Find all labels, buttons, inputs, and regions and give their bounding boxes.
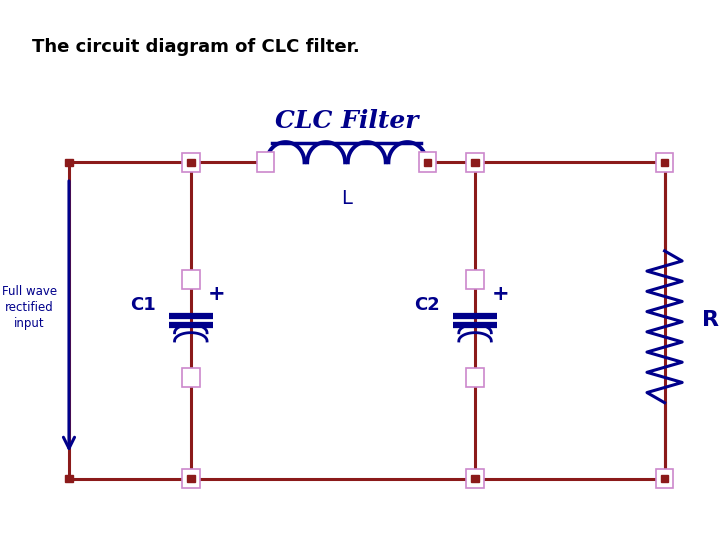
Bar bbox=[467, 469, 484, 488]
Bar bbox=[472, 159, 479, 166]
Bar bbox=[182, 153, 199, 172]
Bar bbox=[424, 159, 431, 166]
Text: The circuit diagram of CLC filter.: The circuit diagram of CLC filter. bbox=[32, 38, 360, 56]
Bar bbox=[66, 475, 73, 482]
Bar bbox=[472, 475, 479, 482]
Text: C1: C1 bbox=[130, 295, 156, 314]
Bar bbox=[467, 368, 484, 387]
Bar bbox=[661, 159, 668, 166]
Bar bbox=[187, 475, 194, 482]
Bar bbox=[661, 475, 668, 482]
Bar bbox=[182, 270, 199, 289]
Bar bbox=[66, 159, 73, 166]
Bar bbox=[656, 469, 673, 488]
Text: CLC Filter: CLC Filter bbox=[275, 109, 418, 133]
Bar bbox=[257, 152, 274, 172]
Bar bbox=[182, 469, 199, 488]
Bar bbox=[467, 153, 484, 172]
Text: L: L bbox=[341, 189, 352, 208]
Text: Full wave
rectified
input: Full wave rectified input bbox=[1, 285, 57, 330]
Text: R: R bbox=[702, 310, 719, 330]
Bar bbox=[182, 368, 199, 387]
Text: +: + bbox=[207, 284, 225, 304]
Text: +: + bbox=[492, 284, 510, 304]
Text: C2: C2 bbox=[414, 295, 440, 314]
Bar bbox=[656, 153, 673, 172]
Bar bbox=[419, 152, 436, 172]
Bar bbox=[467, 270, 484, 289]
Bar bbox=[187, 159, 194, 166]
